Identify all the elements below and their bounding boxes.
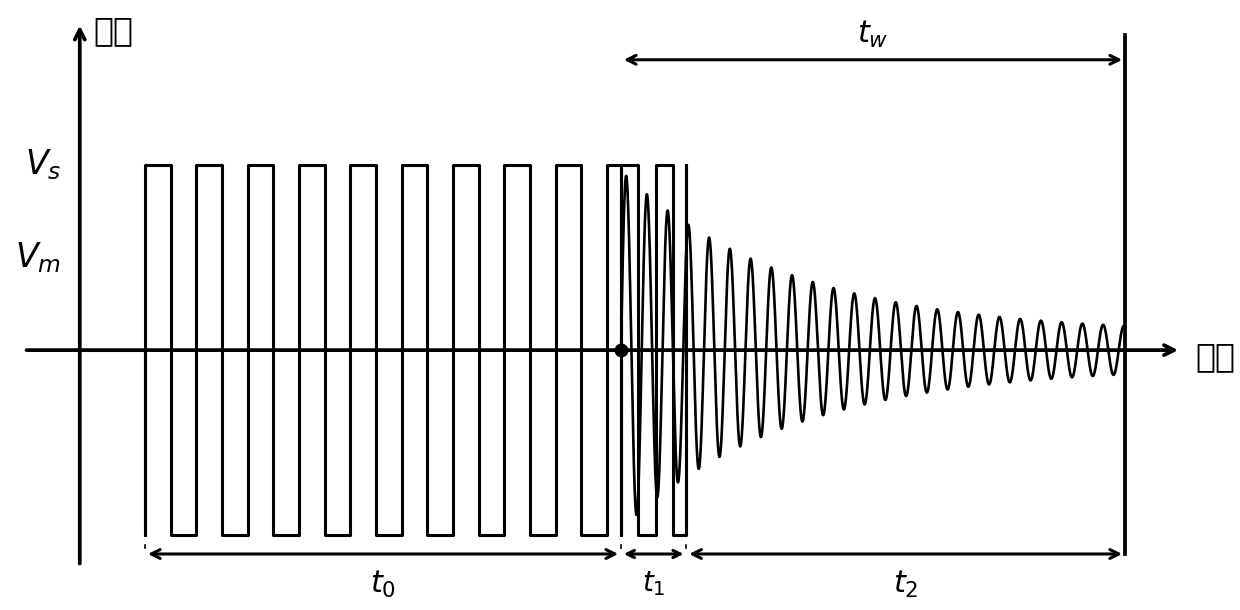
Text: $V_m$: $V_m$ <box>15 240 61 275</box>
Text: 时间: 时间 <box>1195 340 1235 373</box>
Text: $t_0$: $t_0$ <box>370 569 396 600</box>
Text: $V_s$: $V_s$ <box>25 148 61 182</box>
Text: $t_w$: $t_w$ <box>857 19 889 50</box>
Text: $t_1$: $t_1$ <box>642 569 666 598</box>
Text: $t_2$: $t_2$ <box>893 569 919 600</box>
Text: 幅値: 幅値 <box>94 14 134 47</box>
